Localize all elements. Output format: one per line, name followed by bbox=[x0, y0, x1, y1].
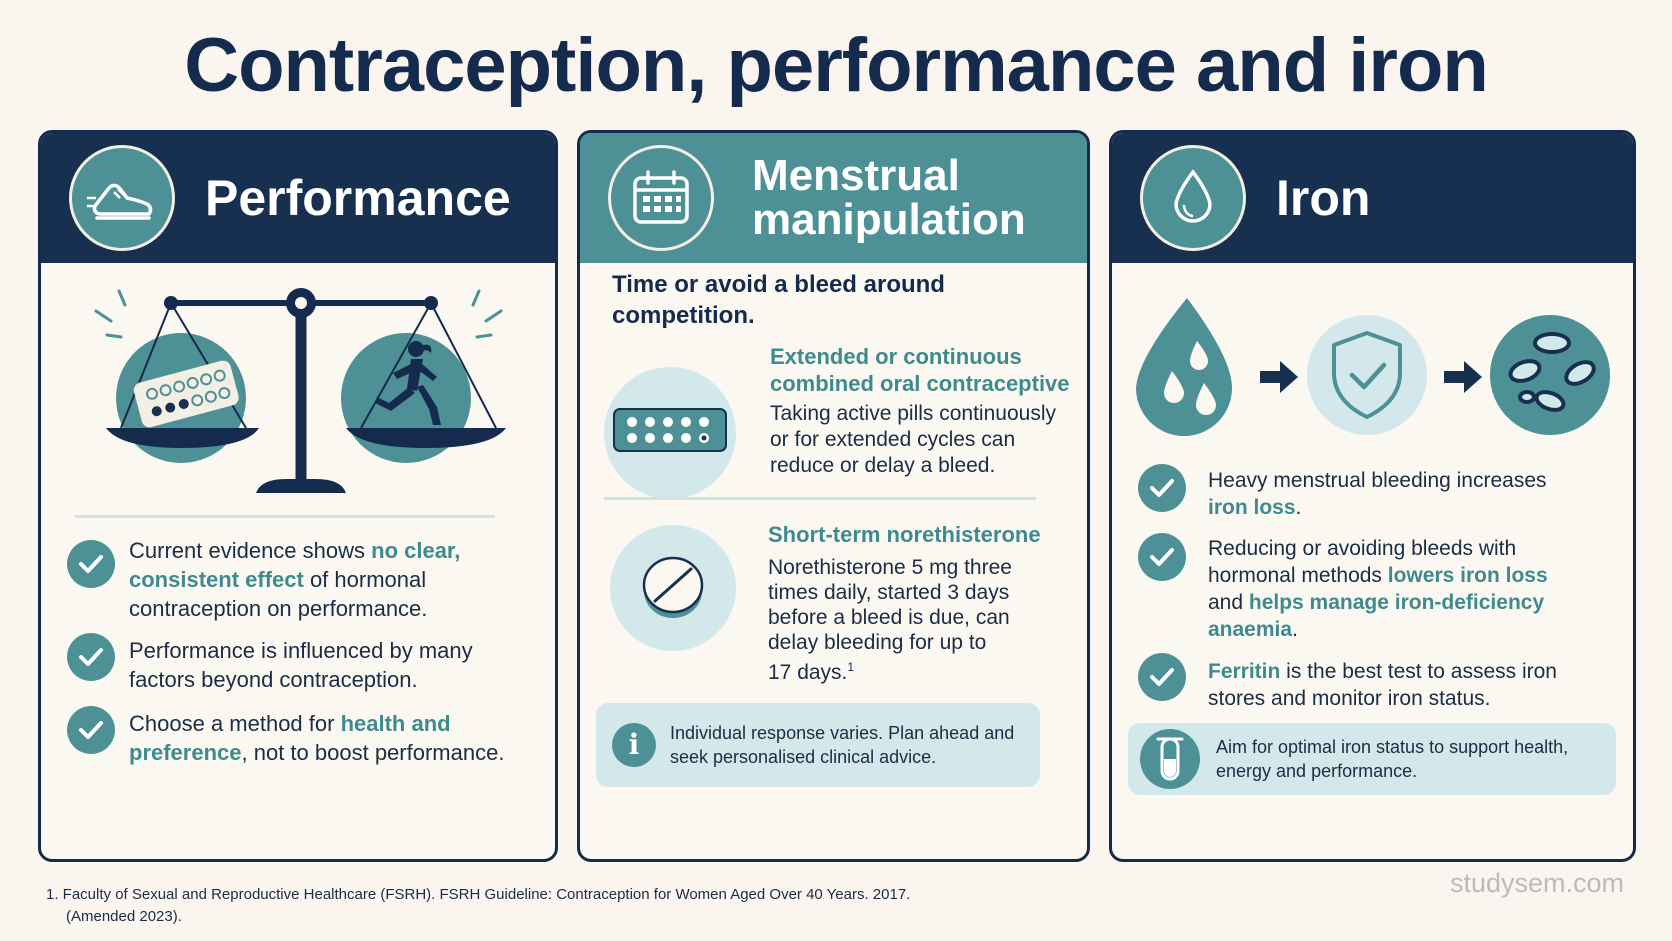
menstrual-panel: Menstrual manipulation Time or avoid a b… bbox=[577, 130, 1090, 862]
check-icon bbox=[67, 633, 115, 681]
brand-watermark: studysem.com bbox=[1449, 868, 1624, 898]
tablet-icon bbox=[610, 525, 736, 651]
iron-panel: Iron Heavy menstrual bleeding increases … bbox=[1109, 130, 1636, 862]
test-tube-icon bbox=[1140, 729, 1200, 789]
info-note: i Individual response varies. Plan ahead… bbox=[596, 703, 1040, 787]
check-icon bbox=[67, 540, 115, 588]
iron-bullet-3: Ferritin is the best test to assess iron… bbox=[1208, 660, 1557, 710]
iron-note: Aim for optimal iron status to support h… bbox=[1128, 723, 1616, 795]
menstrual-intro: Time or avoid a bleed around competition… bbox=[612, 271, 945, 329]
iron-title: Iron bbox=[1276, 170, 1371, 226]
performance-panel: Performance bbox=[38, 130, 558, 862]
performance-bullet-3: Choose a method for health and preferenc… bbox=[129, 711, 505, 765]
calendar-icon bbox=[608, 145, 714, 251]
balance-scale-illustration bbox=[94, 288, 506, 493]
iron-note-text: Aim for optimal iron status to support h… bbox=[1216, 737, 1569, 781]
running-shoe-icon bbox=[69, 145, 175, 251]
norethisterone-heading: Short-term norethisterone bbox=[768, 522, 1041, 547]
check-icon bbox=[67, 706, 115, 754]
iron-process-illustration bbox=[1136, 298, 1610, 436]
performance-divider bbox=[75, 515, 495, 518]
menstrual-title: Menstrual manipulation bbox=[752, 151, 1026, 244]
check-icon bbox=[1138, 464, 1186, 512]
check-icon bbox=[1138, 533, 1186, 581]
iron-header: Iron bbox=[1112, 133, 1633, 263]
footnote: 1. Faculty of Sexual and Reproductive He… bbox=[46, 886, 911, 925]
performance-bullet-2: Performance is influenced by many factor… bbox=[129, 638, 473, 692]
page-title: Contraception, performance and iron bbox=[184, 23, 1489, 108]
performance-bullet-1: Current evidence shows no clear, consist… bbox=[129, 538, 461, 621]
norethisterone-text: Norethisterone 5 mg three times daily, s… bbox=[768, 556, 1012, 684]
iron-bullet-1: Heavy menstrual bleeding increases iron … bbox=[1208, 469, 1547, 519]
drop-icon bbox=[1140, 145, 1246, 251]
performance-header: Performance bbox=[41, 133, 555, 263]
info-note-text: Individual response varies. Plan ahead a… bbox=[670, 723, 1015, 767]
footnote-marker: 1 bbox=[847, 660, 855, 674]
info-icon: i bbox=[612, 723, 656, 767]
pill-pack-icon bbox=[604, 367, 736, 499]
check-icon bbox=[1138, 653, 1186, 701]
menstrual-divider bbox=[604, 497, 1036, 500]
coc-heading: Extended or continuous combined oral con… bbox=[770, 344, 1070, 396]
performance-title: Performance bbox=[205, 170, 511, 226]
menstrual-header: Menstrual manipulation bbox=[580, 133, 1087, 263]
iron-bullet-2: Reducing or avoiding bleeds with hormona… bbox=[1208, 537, 1548, 641]
coc-text: Taking active pills continuously or for … bbox=[770, 402, 1056, 477]
